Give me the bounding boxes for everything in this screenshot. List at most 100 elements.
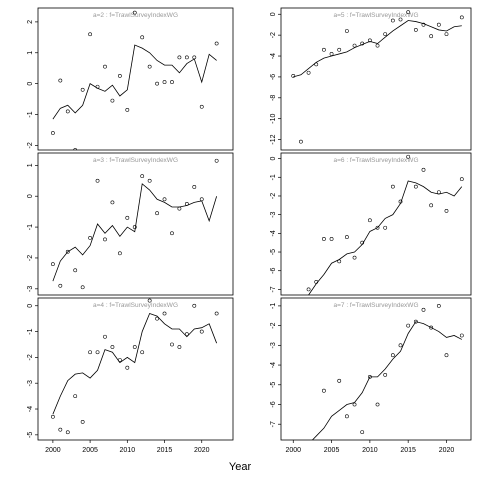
point bbox=[337, 378, 342, 383]
point bbox=[406, 10, 411, 15]
point bbox=[360, 41, 365, 46]
plot-area bbox=[50, 10, 219, 150]
plot-area bbox=[306, 154, 464, 295]
y-tick-label: -7 bbox=[270, 421, 277, 427]
point bbox=[147, 298, 152, 303]
point bbox=[299, 139, 303, 144]
point bbox=[103, 237, 107, 242]
point bbox=[421, 307, 426, 312]
point bbox=[429, 34, 434, 39]
point bbox=[88, 235, 92, 240]
panel-frame bbox=[280, 7, 472, 151]
point bbox=[184, 202, 189, 206]
line bbox=[308, 180, 463, 295]
point bbox=[170, 342, 174, 347]
point bbox=[306, 287, 311, 292]
y-tick-label: 2 bbox=[27, 20, 34, 24]
point bbox=[406, 323, 411, 328]
point bbox=[155, 316, 159, 321]
plot-area bbox=[50, 298, 219, 435]
point bbox=[125, 215, 130, 220]
panel-title: a=4 : f=TrawlSurveyIndexWG bbox=[93, 302, 178, 309]
point bbox=[184, 332, 189, 337]
point bbox=[314, 62, 319, 67]
point bbox=[162, 311, 167, 316]
y-tick-label: 0 bbox=[270, 12, 277, 16]
x-tick-label: 2020 bbox=[194, 447, 210, 454]
point bbox=[390, 18, 395, 23]
y-tick-label: 0 bbox=[27, 194, 34, 198]
y-tick-label: -5 bbox=[27, 432, 34, 438]
y-tick-label: -1 bbox=[270, 174, 277, 180]
y-tick-label: -1 bbox=[27, 328, 34, 334]
point bbox=[117, 251, 122, 256]
plot-area bbox=[50, 158, 219, 290]
panel-frame bbox=[37, 152, 234, 296]
point bbox=[459, 333, 464, 338]
point bbox=[444, 209, 449, 213]
panel-title: a=7 : f=TrawlSurveyIndexWG bbox=[333, 302, 418, 309]
point bbox=[329, 237, 334, 241]
y-tick-label: 0 bbox=[27, 82, 34, 86]
point bbox=[50, 262, 55, 267]
point bbox=[110, 98, 115, 103]
point bbox=[177, 55, 182, 60]
point bbox=[360, 240, 365, 245]
point bbox=[132, 345, 137, 349]
x-tick-label: 2005 bbox=[324, 447, 340, 454]
point bbox=[192, 185, 197, 189]
plot-area bbox=[311, 303, 464, 440]
panel-title: a=3 : f=TrawlSurveyIndexWG bbox=[93, 157, 178, 164]
point bbox=[375, 225, 380, 230]
y-tick-label: -2 bbox=[270, 193, 277, 199]
point bbox=[398, 199, 403, 204]
point bbox=[459, 177, 464, 182]
point bbox=[184, 55, 189, 60]
point bbox=[125, 107, 130, 112]
panel-title: a=6 : f=TrawlSurveyIndexWG bbox=[333, 157, 418, 164]
x-tick-label: 2015 bbox=[157, 447, 173, 454]
point bbox=[322, 237, 326, 241]
plot-area bbox=[291, 10, 464, 144]
point bbox=[421, 167, 426, 172]
point bbox=[367, 218, 372, 223]
point bbox=[95, 178, 100, 183]
point bbox=[375, 402, 380, 407]
x-tick-label: 2020 bbox=[439, 447, 455, 454]
x-tick-label: 2015 bbox=[400, 447, 416, 454]
x-tick-label: 2010 bbox=[120, 447, 136, 454]
y-tick-label: -12 bbox=[270, 134, 277, 144]
y-tick-label: -3 bbox=[27, 286, 34, 292]
point bbox=[65, 249, 70, 254]
panel-frame bbox=[37, 7, 234, 151]
point bbox=[199, 104, 204, 109]
point bbox=[58, 283, 63, 288]
y-tick-label: -3 bbox=[27, 380, 34, 386]
point bbox=[88, 32, 92, 37]
point bbox=[383, 32, 388, 37]
x-tick-label: 2000 bbox=[45, 447, 61, 454]
point bbox=[352, 43, 357, 48]
point bbox=[132, 10, 137, 15]
point bbox=[306, 70, 311, 75]
point bbox=[140, 350, 145, 355]
panel-title: a=2 : f=TrawlSurveyIndexWG bbox=[93, 12, 178, 19]
y-tick-label: 1 bbox=[27, 51, 34, 55]
point bbox=[367, 38, 372, 43]
y-tick-label: -8 bbox=[270, 95, 277, 101]
point bbox=[398, 17, 403, 22]
line bbox=[52, 312, 218, 415]
point bbox=[73, 268, 78, 273]
point bbox=[58, 427, 63, 432]
point bbox=[344, 235, 349, 239]
point bbox=[214, 311, 219, 316]
point bbox=[337, 47, 342, 52]
point bbox=[429, 325, 434, 330]
point bbox=[444, 32, 449, 37]
y-tick-label: -2 bbox=[27, 354, 34, 360]
point bbox=[58, 78, 63, 83]
point bbox=[192, 303, 197, 308]
point bbox=[390, 184, 395, 189]
y-tick-label: -2 bbox=[27, 255, 34, 261]
